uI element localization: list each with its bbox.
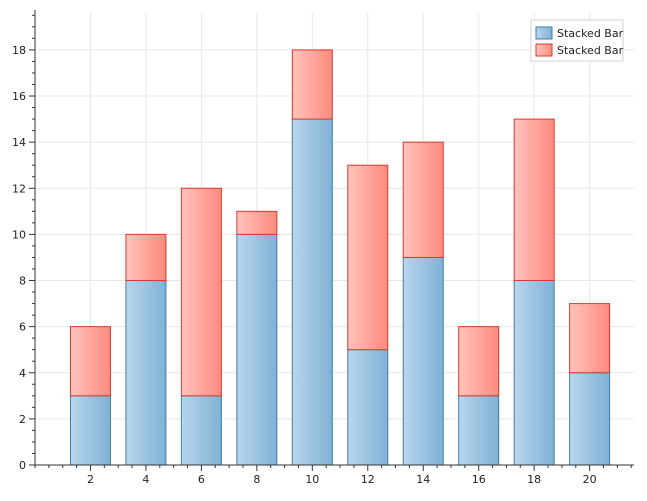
- legend-swatch-red: [535, 43, 553, 57]
- y-tick-label: 0: [19, 459, 26, 472]
- bar-segment-blue-10: [291, 118, 333, 466]
- x-tick-label: 20: [583, 473, 597, 486]
- y-tick-label: 10: [12, 228, 26, 241]
- x-tick-label: 2: [87, 473, 94, 486]
- y-tick-label: 8: [19, 275, 26, 288]
- bar-segment-red-4: [125, 233, 167, 282]
- x-tick-label: 10: [305, 473, 319, 486]
- x-tick-label: 12: [361, 473, 375, 486]
- bar-segment-blue-20: [569, 372, 611, 466]
- bar-segment-blue-6: [180, 395, 222, 466]
- y-tick-label: 16: [12, 90, 26, 103]
- legend-label: Stacked Bar: [557, 27, 624, 40]
- x-tick-label: 14: [416, 473, 430, 486]
- x-tick-label: 8: [253, 473, 260, 486]
- bar-segment-blue-2: [69, 395, 111, 466]
- y-tick-label: 12: [12, 182, 26, 195]
- legend-label: Stacked Bar: [557, 44, 624, 57]
- x-tick-label: 4: [142, 473, 149, 486]
- bars: [69, 49, 611, 466]
- y-tick-label: 4: [19, 367, 26, 380]
- y-tick-label: 2: [19, 413, 26, 426]
- y-tick-label: 14: [12, 136, 26, 149]
- bar-segment-blue-12: [347, 349, 389, 466]
- bar-segment-red-2: [69, 326, 111, 397]
- bar-segment-red-10: [291, 49, 333, 120]
- bar-segment-blue-14: [402, 256, 444, 466]
- bar-segment-red-18: [513, 118, 555, 282]
- bar-segment-red-16: [458, 326, 500, 397]
- x-tick-label: 6: [198, 473, 205, 486]
- x-tick-label: 16: [472, 473, 486, 486]
- bar-segment-blue-16: [458, 395, 500, 466]
- legend-swatch-blue: [535, 26, 553, 40]
- bar-segment-blue-18: [513, 280, 555, 466]
- bar-segment-red-8: [236, 210, 278, 235]
- bar-segment-red-20: [569, 303, 611, 374]
- axes: 0 2 4 6 8 10 12 14 16 18 2 4 6 8 10 12 14 16 18 20: [12, 10, 634, 486]
- y-tick-label: 18: [12, 44, 26, 57]
- bar-segment-red-6: [180, 187, 222, 397]
- legend: Stacked Bar Stacked Bar: [530, 19, 624, 62]
- bar-segment-red-14: [402, 141, 444, 258]
- bar-segment-blue-8: [236, 233, 278, 466]
- bar-segment-red-12: [347, 164, 389, 351]
- x-tick-label: 18: [527, 473, 541, 486]
- bar-segment-blue-4: [125, 280, 167, 466]
- y-tick-label: 6: [19, 321, 26, 334]
